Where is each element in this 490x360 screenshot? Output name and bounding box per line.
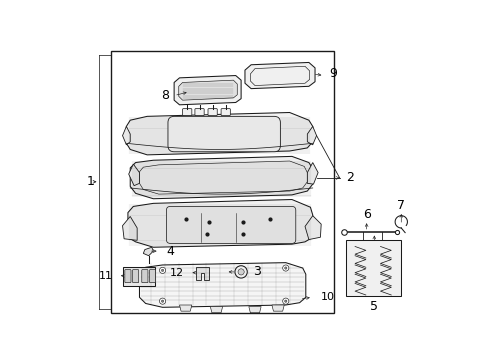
Circle shape — [160, 298, 166, 304]
Polygon shape — [140, 263, 306, 307]
Text: 1: 1 — [86, 175, 94, 188]
FancyBboxPatch shape — [132, 270, 139, 283]
Text: 4: 4 — [167, 244, 174, 258]
Circle shape — [235, 266, 247, 278]
Text: 2: 2 — [346, 171, 354, 184]
Bar — [111, 51, 334, 313]
FancyBboxPatch shape — [168, 116, 280, 152]
Text: 8: 8 — [161, 89, 169, 102]
Polygon shape — [196, 266, 209, 280]
Text: 12: 12 — [170, 267, 184, 278]
Text: 3: 3 — [253, 265, 261, 278]
Circle shape — [161, 300, 164, 302]
Circle shape — [160, 267, 166, 274]
Polygon shape — [179, 305, 192, 311]
Polygon shape — [122, 216, 137, 240]
Circle shape — [283, 265, 289, 271]
Polygon shape — [307, 126, 317, 145]
FancyBboxPatch shape — [183, 109, 192, 116]
Polygon shape — [213, 228, 232, 239]
Polygon shape — [174, 76, 241, 105]
Polygon shape — [249, 306, 261, 313]
Polygon shape — [272, 305, 284, 311]
Polygon shape — [126, 112, 313, 155]
Circle shape — [161, 269, 164, 271]
Polygon shape — [245, 62, 315, 89]
Polygon shape — [346, 240, 401, 296]
Polygon shape — [307, 163, 318, 184]
Text: 11: 11 — [98, 271, 113, 281]
Polygon shape — [305, 216, 321, 239]
Text: 6: 6 — [363, 208, 370, 221]
FancyBboxPatch shape — [195, 109, 204, 116]
Polygon shape — [210, 306, 222, 313]
FancyBboxPatch shape — [167, 206, 296, 243]
Polygon shape — [129, 164, 140, 186]
FancyBboxPatch shape — [149, 270, 156, 283]
Polygon shape — [143, 247, 153, 256]
Circle shape — [285, 267, 287, 269]
Polygon shape — [130, 156, 313, 199]
Text: 9: 9 — [330, 67, 338, 81]
Polygon shape — [128, 199, 313, 247]
Circle shape — [285, 300, 287, 302]
FancyBboxPatch shape — [221, 109, 230, 116]
Polygon shape — [179, 80, 237, 100]
Polygon shape — [122, 266, 155, 286]
FancyBboxPatch shape — [142, 270, 148, 283]
Text: 10: 10 — [320, 292, 335, 302]
FancyBboxPatch shape — [125, 270, 131, 283]
FancyBboxPatch shape — [208, 109, 217, 116]
Text: 5: 5 — [370, 300, 378, 313]
Circle shape — [283, 298, 289, 304]
Text: 7: 7 — [397, 199, 405, 212]
Circle shape — [238, 269, 244, 275]
Polygon shape — [122, 126, 130, 145]
